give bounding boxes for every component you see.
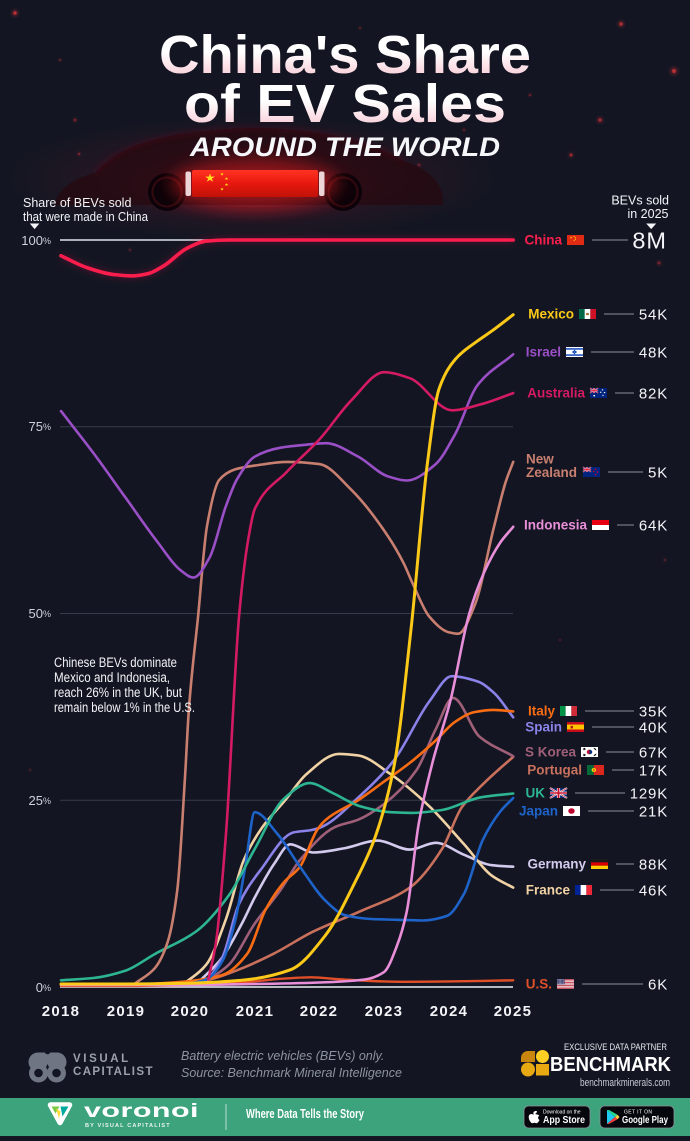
svg-text:App Store: App Store — [543, 1114, 585, 1126]
svg-text:voronoi: voronoi — [84, 1101, 199, 1122]
svg-text:21K: 21K — [639, 804, 668, 821]
svg-text:BEVs sold: BEVs sold — [611, 194, 669, 208]
svg-text:Indonesia: Indonesia — [524, 518, 588, 533]
svg-text:129K: 129K — [630, 786, 668, 803]
svg-text:of EV Sales: of EV Sales — [184, 74, 506, 134]
svg-text:48K: 48K — [639, 345, 668, 362]
svg-text:Source: Benchmark Mineral Inte: Source: Benchmark Mineral Intelligence — [181, 1066, 402, 1080]
svg-text:25%: 25% — [29, 793, 51, 808]
svg-text:8M: 8M — [632, 227, 667, 253]
svg-text:BENCHMARK: BENCHMARK — [550, 1054, 672, 1076]
svg-text:2025: 2025 — [494, 1003, 533, 1020]
svg-text:100%: 100% — [21, 233, 51, 248]
svg-text:2024: 2024 — [430, 1003, 469, 1020]
svg-text:Spain: Spain — [525, 720, 562, 735]
svg-text:benchmarkminerals.com: benchmarkminerals.com — [580, 1077, 670, 1089]
svg-text:88K: 88K — [639, 857, 668, 874]
svg-text:Italy: Italy — [528, 704, 556, 719]
svg-text:France: France — [526, 883, 571, 898]
svg-text:Portugal: Portugal — [527, 763, 582, 778]
svg-text:Mexico and Indonesia,: Mexico and Indonesia, — [54, 670, 170, 685]
svg-text:82K: 82K — [639, 386, 668, 403]
svg-text:2020: 2020 — [171, 1003, 210, 1020]
svg-text:Share of BEVs sold: Share of BEVs sold — [23, 196, 131, 210]
svg-text:2022: 2022 — [300, 1003, 339, 1020]
svg-text:67K: 67K — [639, 745, 668, 762]
svg-text:UK: UK — [526, 786, 546, 801]
svg-text:5K: 5K — [648, 465, 668, 482]
svg-text:17K: 17K — [639, 763, 668, 780]
svg-text:Chinese BEVs dominate: Chinese BEVs dominate — [54, 655, 177, 670]
svg-text:CAPITALIST: CAPITALIST — [73, 1066, 154, 1078]
svg-text:Google Play: Google Play — [622, 1114, 668, 1126]
svg-text:Download on the: Download on the — [543, 1110, 581, 1116]
svg-text:40K: 40K — [639, 720, 668, 737]
svg-text:reach 26% in the UK, but: reach 26% in the UK, but — [54, 685, 182, 700]
svg-text:that were made in China: that were made in China — [23, 210, 148, 224]
svg-text:2019: 2019 — [107, 1003, 146, 1020]
svg-text:U.S.: U.S. — [526, 977, 552, 992]
svg-text:46K: 46K — [639, 883, 668, 900]
svg-text:S Korea: S Korea — [525, 745, 577, 760]
svg-text:Japan: Japan — [519, 804, 558, 819]
svg-text:54K: 54K — [639, 307, 668, 324]
svg-text:Israel: Israel — [526, 345, 561, 360]
svg-text:6K: 6K — [648, 977, 668, 994]
svg-text:China's Share: China's Share — [159, 25, 531, 85]
svg-text:China: China — [524, 233, 562, 248]
svg-text:Germany: Germany — [527, 857, 586, 872]
svg-text:EXCLUSIVE DATA PARTNER: EXCLUSIVE DATA PARTNER — [564, 1042, 667, 1052]
svg-text:GET IT ON: GET IT ON — [624, 1110, 652, 1116]
svg-text:remain below 1% in the U.S.: remain below 1% in the U.S. — [54, 700, 195, 715]
svg-text:75%: 75% — [29, 419, 51, 434]
svg-text:Mexico: Mexico — [528, 307, 574, 322]
svg-text:BY VISUAL CAPITALIST: BY VISUAL CAPITALIST — [85, 1123, 171, 1129]
svg-text:in 2025: in 2025 — [627, 207, 668, 221]
svg-text:Battery electric vehicles (BEV: Battery electric vehicles (BEVs) only. — [181, 1049, 384, 1063]
svg-text:2023: 2023 — [365, 1003, 404, 1020]
svg-text:2021: 2021 — [236, 1003, 275, 1020]
svg-text:50%: 50% — [29, 606, 51, 621]
svg-text:Where Data Tells the Story: Where Data Tells the Story — [246, 1106, 365, 1121]
svg-text:64K: 64K — [639, 518, 668, 535]
svg-text:AROUND THE WORLD: AROUND THE WORLD — [189, 132, 500, 162]
svg-text:35K: 35K — [639, 704, 668, 721]
svg-text:VISUAL: VISUAL — [73, 1053, 131, 1065]
svg-text:Australia: Australia — [527, 386, 585, 401]
svg-text:0%: 0% — [36, 980, 51, 995]
svg-text:2018: 2018 — [42, 1003, 81, 1020]
